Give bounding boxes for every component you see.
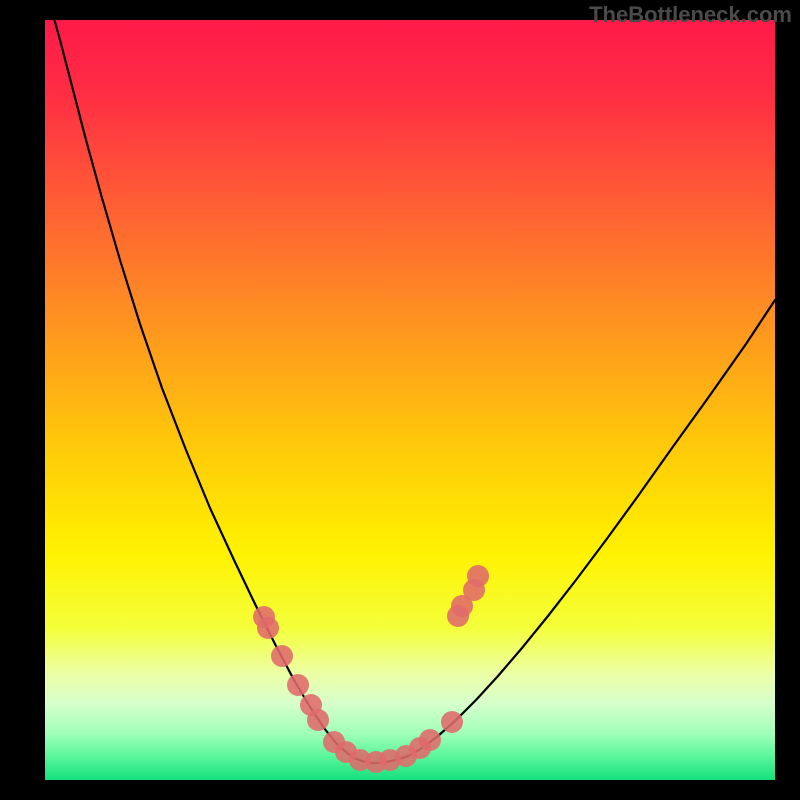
watermark-text: TheBottleneck.com xyxy=(589,2,792,28)
bottleneck-curve xyxy=(50,4,775,763)
data-marker xyxy=(257,617,279,639)
data-marker xyxy=(287,674,309,696)
chart-overlay xyxy=(0,0,800,800)
chart-canvas: TheBottleneck.com xyxy=(0,0,800,800)
data-marker xyxy=(307,709,329,731)
data-marker xyxy=(271,645,293,667)
data-marker xyxy=(419,729,441,751)
data-marker xyxy=(467,565,489,587)
data-marker xyxy=(441,711,463,733)
